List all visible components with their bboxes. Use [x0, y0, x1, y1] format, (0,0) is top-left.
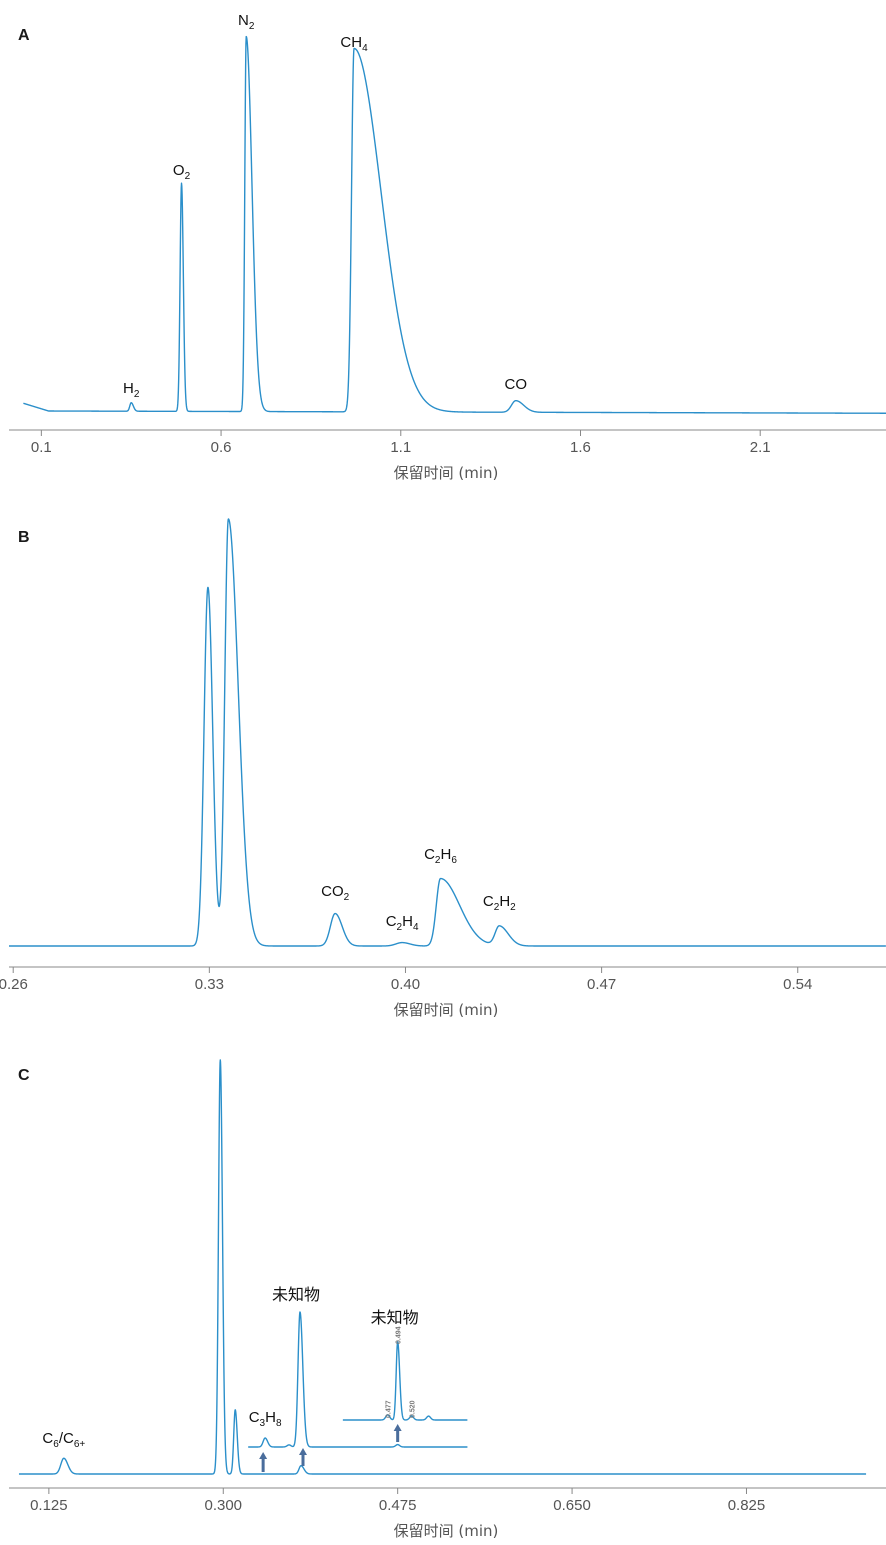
panel-b-tick-label-4: 0.54 [783, 976, 812, 993]
panel-letter-b: B [18, 529, 30, 546]
panel-c-tick-label-4: 0.825 [728, 1497, 766, 1514]
panel-c-peak-label-c3h8: C3H8 [249, 1409, 282, 1429]
panel-b-xlabel: 保留时间 (min) [394, 1001, 499, 1019]
panel-letter-a: A [18, 27, 30, 44]
panel-a-peak-label-0: H2 [123, 380, 140, 400]
panel-a-peak-label-3: CH4 [340, 34, 368, 54]
panel-a-tick-label-3: 1.6 [570, 439, 591, 456]
panel-c-arrow-2 [393, 1424, 402, 1442]
panel-c-inset-rt-label-2: 0.520 [410, 1400, 417, 1418]
panel-c-inset-rt-label-1: 0.494 [396, 1326, 403, 1344]
panel-a-xlabel: 保留时间 (min) [394, 464, 499, 482]
panel-c-plot: 0.125 0.300 0.475 0.650 0.825C6/C6+C3H8未知物未知… [9, 1059, 886, 1514]
panel-b-tick-label-0: 0.26 [0, 976, 28, 993]
panel-c-inset-rt-label-0: 0.477 [386, 1400, 393, 1418]
panel-c-peak-label-c6: C6/C6+ [42, 1430, 85, 1450]
panel-a-peak-label-1: O2 [173, 162, 191, 182]
panel-a-peak-label-2: N2 [238, 12, 255, 32]
panel-c-arrow-0 [259, 1452, 268, 1472]
panel-a-tick-label-0: 0.1 [31, 439, 52, 456]
panel-b-peak-label-2: CO2 [321, 883, 350, 903]
panel-c-zoom-trace-1 [247, 1311, 468, 1448]
panel-a-plot: 0.1 0.6 1.1 1.6 2.1 H2 O2 N2 CH4 CO [9, 12, 886, 456]
panel-c-zoom-trace-2 [342, 1341, 468, 1421]
panel-a-tick-label-1: 0.6 [211, 439, 232, 456]
panel-c-tick-label-3: 0.650 [553, 1497, 591, 1514]
panel-c-xlabel: 保留时间 (min) [394, 1522, 499, 1540]
panel-c-arrow-1 [298, 1448, 307, 1466]
panel-c-trace [18, 1059, 867, 1475]
panel-c-tick-label-1: 0.300 [204, 1497, 242, 1514]
panel-b-tick-label-3: 0.47 [587, 976, 616, 993]
panel-b-peak-label-4: C2H6 [424, 846, 457, 866]
panel-b-peak-label-5: C2H2 [483, 893, 516, 913]
panel-b-tick-label-1: 0.33 [195, 976, 224, 993]
panel-b-peak-label-3: C2H4 [386, 913, 419, 933]
panel-b-plot: 0.26 0.33 0.40 0.47 0.54 CO2 C2H4 C2H6 C2H2 [0, 518, 886, 993]
panel-c-peak-label-unknown-2: 未知物 [371, 1308, 419, 1327]
panel-b-tick-label-2: 0.40 [391, 976, 420, 993]
panel-a-trace [22, 35, 886, 414]
panel-a-tick-label-2: 1.1 [390, 439, 411, 456]
panel-b-trace [8, 518, 886, 947]
panel-a-peak-label-4: CO [505, 376, 528, 393]
panel-a-tick-label-4: 2.1 [750, 439, 771, 456]
panel-c-peak-label-unknown-1: 未知物 [272, 1285, 320, 1304]
panel-letter-c: C [18, 1067, 30, 1084]
panel-c-tick-label-2: 0.475 [379, 1497, 417, 1514]
panel-c-tick-label-0: 0.125 [30, 1497, 68, 1514]
